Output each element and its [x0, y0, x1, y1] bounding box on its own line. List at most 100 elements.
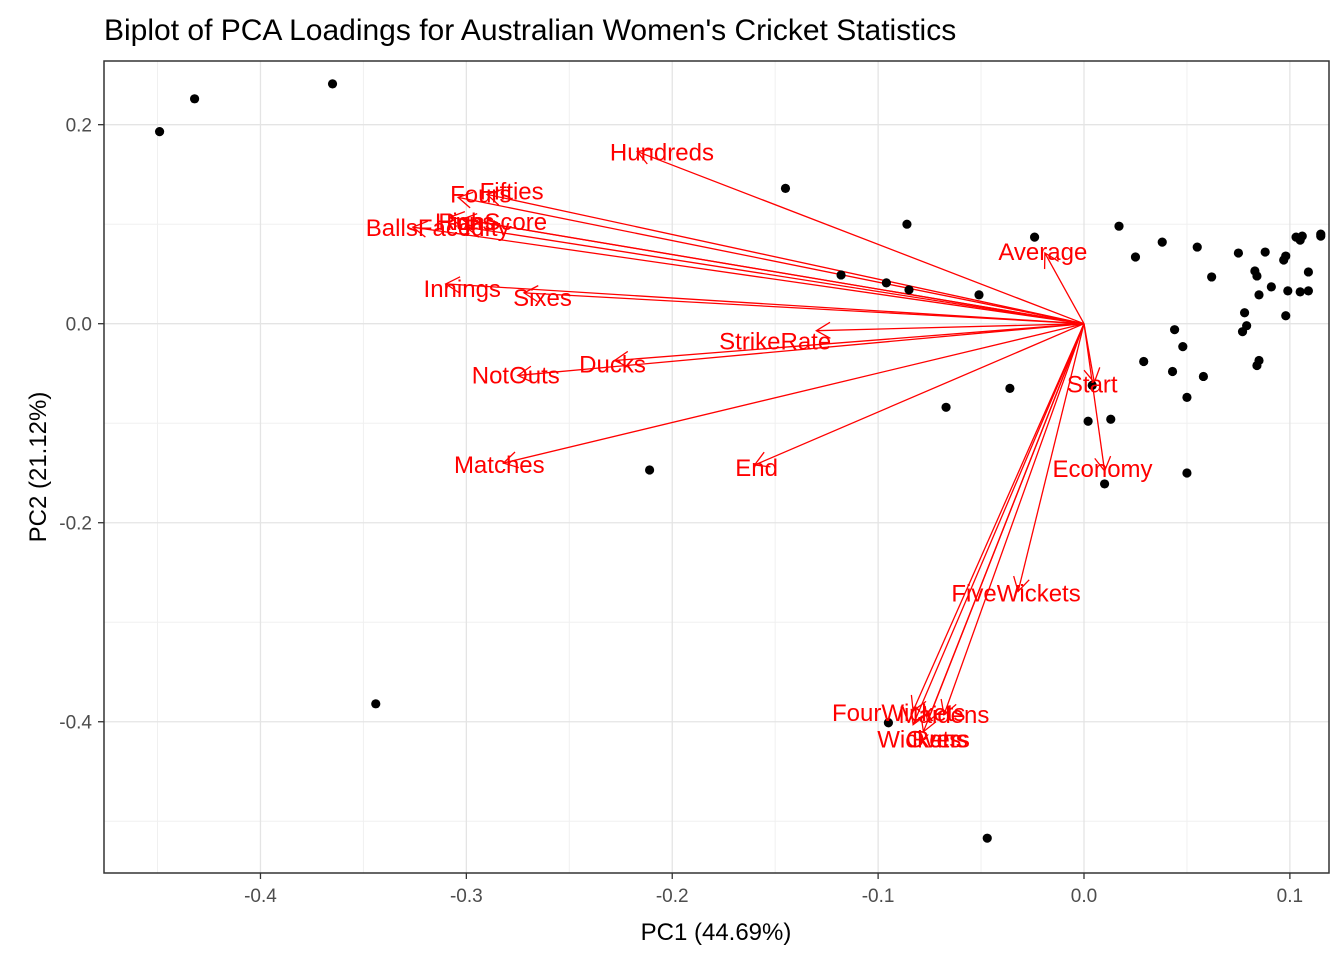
score-point — [1139, 356, 1149, 367]
loading-arrows — [411, 148, 1112, 733]
score-point — [1099, 479, 1110, 489]
loading-label: Hundreds — [610, 140, 714, 167]
y-tick-label: -0.2 — [59, 514, 92, 535]
loading-arrow — [636, 148, 1085, 325]
score-point — [1192, 242, 1202, 252]
loading-label: FourWickets — [832, 700, 965, 727]
x-tick-label: -0.1 — [862, 886, 895, 907]
score-point — [1130, 252, 1141, 262]
loading-arrow — [613, 323, 1085, 369]
loading-label: Maidens — [899, 702, 990, 729]
score-point — [904, 285, 914, 295]
loading-arrow — [522, 285, 1085, 325]
score-point — [1281, 311, 1291, 321]
loading-label: Runs — [438, 209, 494, 236]
score-point — [154, 127, 165, 137]
score-point — [1303, 267, 1314, 277]
loading-arrow — [485, 188, 1085, 325]
loading-label: Sixes — [513, 285, 572, 312]
loading-label: Runs — [912, 727, 968, 754]
score-point — [327, 79, 338, 89]
x-axis-title: PC1 (44.69%) — [641, 919, 792, 946]
score-point — [941, 402, 951, 412]
loading-label: End — [735, 455, 778, 482]
loading-arrow — [753, 323, 1085, 468]
score-point — [1254, 355, 1264, 366]
loading-arrow — [516, 323, 1085, 383]
score-point — [1182, 392, 1192, 402]
loading-labels: HundredsFiftiesFoursHighScoreRunsBallsFa… — [366, 140, 1153, 754]
loading-arrow — [465, 220, 1085, 325]
loading-arrow — [502, 323, 1085, 469]
score-point — [1182, 468, 1192, 478]
loading-arrow — [411, 220, 1085, 325]
loading-label: Start — [1067, 371, 1118, 398]
score-point — [1083, 416, 1093, 426]
loading-label: Economy — [1053, 456, 1153, 483]
score-point — [902, 219, 912, 229]
plot-panel — [104, 61, 1329, 873]
score-point — [1106, 414, 1116, 424]
score-point — [1029, 232, 1040, 242]
loading-arrow — [920, 323, 1085, 733]
score-point — [883, 718, 894, 728]
score-point — [1157, 237, 1167, 247]
loading-label: BallsFaced — [366, 215, 485, 242]
loading-arrow — [1043, 251, 1085, 325]
x-axis-ticks: -0.4 -0.3 -0.2 -0.1 0.0 0.1 — [244, 873, 1303, 907]
score-point — [1295, 287, 1305, 297]
score-points — [154, 79, 1326, 843]
loading-arrow — [1013, 323, 1085, 593]
loading-label: Fifties — [480, 178, 544, 205]
loading-label: FiveWickets — [951, 580, 1080, 607]
loading-label: Fours — [450, 181, 511, 208]
score-point — [780, 183, 791, 193]
y-tick-label: 0.2 — [66, 116, 92, 137]
score-point — [1178, 341, 1188, 352]
loading-label: NotOuts — [472, 362, 560, 389]
score-point — [1266, 282, 1276, 292]
score-point — [189, 94, 200, 104]
score-point — [1169, 325, 1180, 335]
loading-label: StrikeRate — [719, 329, 831, 356]
loading-label: Overs — [906, 727, 970, 754]
loading-arrow — [448, 211, 1085, 325]
score-point — [1283, 286, 1293, 296]
y-tick-label: 0.0 — [66, 315, 92, 336]
x-tick-label: 0.1 — [1277, 886, 1303, 907]
score-point — [1087, 380, 1097, 391]
x-tick-label: -0.3 — [450, 886, 483, 907]
score-point — [1252, 271, 1262, 281]
loading-label: Matches — [454, 452, 545, 479]
score-point — [1303, 286, 1314, 296]
y-tick-label: -0.4 — [59, 713, 92, 734]
y-axis-title: PC2 (21.12%) — [25, 392, 52, 543]
score-point — [1316, 231, 1326, 241]
loading-label: Ducks — [579, 352, 646, 379]
loading-label: Innings — [424, 276, 501, 303]
score-point — [1207, 272, 1217, 282]
loading-label: Wickets — [877, 727, 961, 754]
score-point — [1239, 308, 1250, 318]
loading-label: HighScore — [435, 209, 547, 236]
score-point — [1281, 251, 1291, 261]
plot-border — [103, 60, 1330, 874]
score-point — [1254, 290, 1264, 300]
loading-arrow — [815, 321, 1085, 339]
score-point — [836, 270, 846, 280]
loading-arrow — [456, 191, 1085, 325]
score-point — [974, 290, 984, 300]
score-point — [982, 833, 992, 843]
score-point — [1167, 366, 1178, 377]
chart-title: Biplot of PCA Loadings for Australian Wo… — [104, 14, 956, 47]
x-tick-label: -0.4 — [244, 886, 277, 907]
loading-label: Fifty — [464, 215, 509, 242]
x-tick-label: 0.0 — [1071, 886, 1097, 907]
x-tick-label: -0.2 — [656, 886, 689, 907]
score-point — [1297, 231, 1307, 241]
loading-arrow — [940, 323, 1085, 717]
score-point — [1233, 248, 1244, 258]
loading-arrow — [444, 276, 1085, 325]
